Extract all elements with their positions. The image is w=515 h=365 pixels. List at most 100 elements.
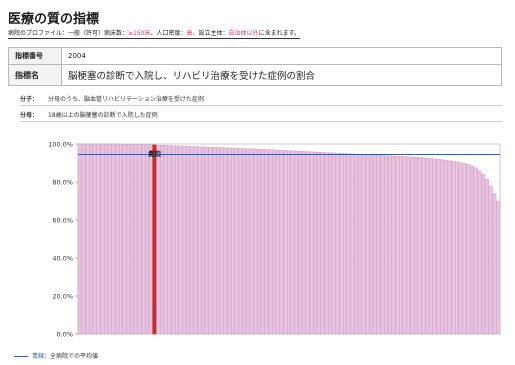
bar [212, 147, 217, 335]
bar [443, 160, 448, 335]
y-tick-label: 80.0% [52, 179, 73, 187]
bar [249, 148, 254, 335]
y-axis: 0.0% 20.0% 40.0% 60.0% 80.0% 100.0% [48, 141, 78, 339]
bar [118, 143, 123, 335]
bar-own-hospital [152, 144, 157, 335]
bar [301, 151, 306, 335]
bar [384, 155, 389, 335]
bar [294, 150, 299, 335]
bar [130, 144, 135, 335]
bar [357, 154, 362, 335]
bar [245, 148, 250, 335]
bar [283, 150, 288, 335]
bar [481, 174, 486, 335]
bar [77, 143, 82, 335]
bar [331, 152, 336, 335]
bar [156, 145, 161, 335]
indicator-name-value: 脳梗塞の診断で入院し、リハビリ治療を受けた症例の割合 [61, 64, 502, 86]
bar [339, 153, 344, 335]
bar [354, 153, 359, 335]
bar [372, 154, 377, 335]
bar [268, 149, 273, 335]
bar [484, 179, 489, 335]
bar [219, 147, 224, 335]
profile-owner-value: 自治体以外 [228, 30, 259, 37]
bar [227, 147, 232, 335]
bar [253, 148, 258, 335]
bar [313, 151, 318, 335]
denominator-text: 18歳以上の脳梗塞の診断で入院した症例 [48, 112, 158, 119]
profile-owner-label: 、設立主体： [192, 30, 229, 37]
bar [107, 143, 112, 335]
bar [402, 156, 407, 335]
hospital-profile-text: 病院のプロファイル：一般（許可）病床数：≥150床、人口密度：高、設立主体：自治… [8, 28, 300, 39]
indicator-name-label: 指標名 [8, 64, 62, 86]
bar [234, 148, 239, 335]
own-hospital-label: 貴院 [148, 149, 162, 158]
bar [141, 144, 146, 335]
bar [406, 156, 411, 335]
bar [148, 144, 153, 335]
y-tick-label: 0.0% [56, 331, 73, 339]
profile-beds-value: ≥150床 [128, 30, 151, 37]
bar [287, 150, 291, 335]
bar [92, 143, 97, 335]
legend-mean-description: ：全病院での平均値 [44, 353, 99, 360]
page-title: 医療の質の指標 [8, 12, 100, 27]
bar [115, 143, 120, 335]
bar [189, 146, 194, 335]
bar [174, 145, 179, 335]
bar [447, 160, 452, 335]
bar [81, 143, 86, 335]
indicator-name-row: 指標名 脳梗塞の診断で入院し、リハビリ治療を受けた症例の割合 [8, 64, 502, 86]
profile-suffix: に含まれます。 [258, 30, 300, 37]
bar [100, 143, 105, 335]
bar [387, 155, 392, 335]
bar [425, 157, 430, 335]
bar [328, 152, 333, 335]
bar [335, 152, 340, 335]
bar [477, 170, 482, 335]
bar [458, 162, 463, 335]
bar [455, 161, 460, 335]
bar [204, 146, 209, 335]
bar [417, 157, 422, 335]
bar [178, 145, 183, 335]
bar [171, 145, 176, 335]
y-tick-label: 60.0% [52, 217, 73, 225]
bar [193, 146, 198, 335]
bar [216, 147, 221, 335]
bar [369, 154, 374, 335]
bar [160, 145, 165, 335]
bar [272, 149, 277, 335]
bar [305, 151, 310, 335]
bar [96, 143, 101, 335]
bar [432, 158, 437, 335]
bar [488, 185, 493, 335]
indicator-info-table: 指標番号 2004 指標名 脳梗塞の診断で入院し、リハビリ治療を受けた症例の割合 [8, 47, 502, 86]
indicator-number-value: 2004 [61, 47, 502, 65]
bar [260, 149, 265, 335]
bar [290, 150, 295, 335]
bar [320, 152, 325, 335]
bar [343, 153, 348, 335]
indicator-number-row: 指標番号 2004 [8, 47, 502, 65]
bar [395, 156, 400, 335]
bar [197, 146, 202, 335]
bar [126, 144, 131, 335]
hospital-comparison-bar-chart: 0.0% 20.0% 40.0% 60.0% 80.0% 100.0% 貴院 [48, 141, 501, 339]
bar [167, 145, 172, 335]
bar [208, 147, 213, 335]
profile-prefix: 病院のプロファイル：一般（許可）病床数： [8, 30, 129, 37]
bar [350, 153, 355, 335]
bar [163, 145, 168, 335]
bar [492, 193, 497, 335]
bar [298, 151, 303, 335]
bar [316, 152, 321, 335]
bar [275, 149, 280, 335]
bar [346, 153, 351, 335]
y-tick-label: 100.0% [48, 141, 73, 149]
indicator-number-label: 指標番号 [8, 47, 62, 65]
bar [279, 150, 284, 335]
